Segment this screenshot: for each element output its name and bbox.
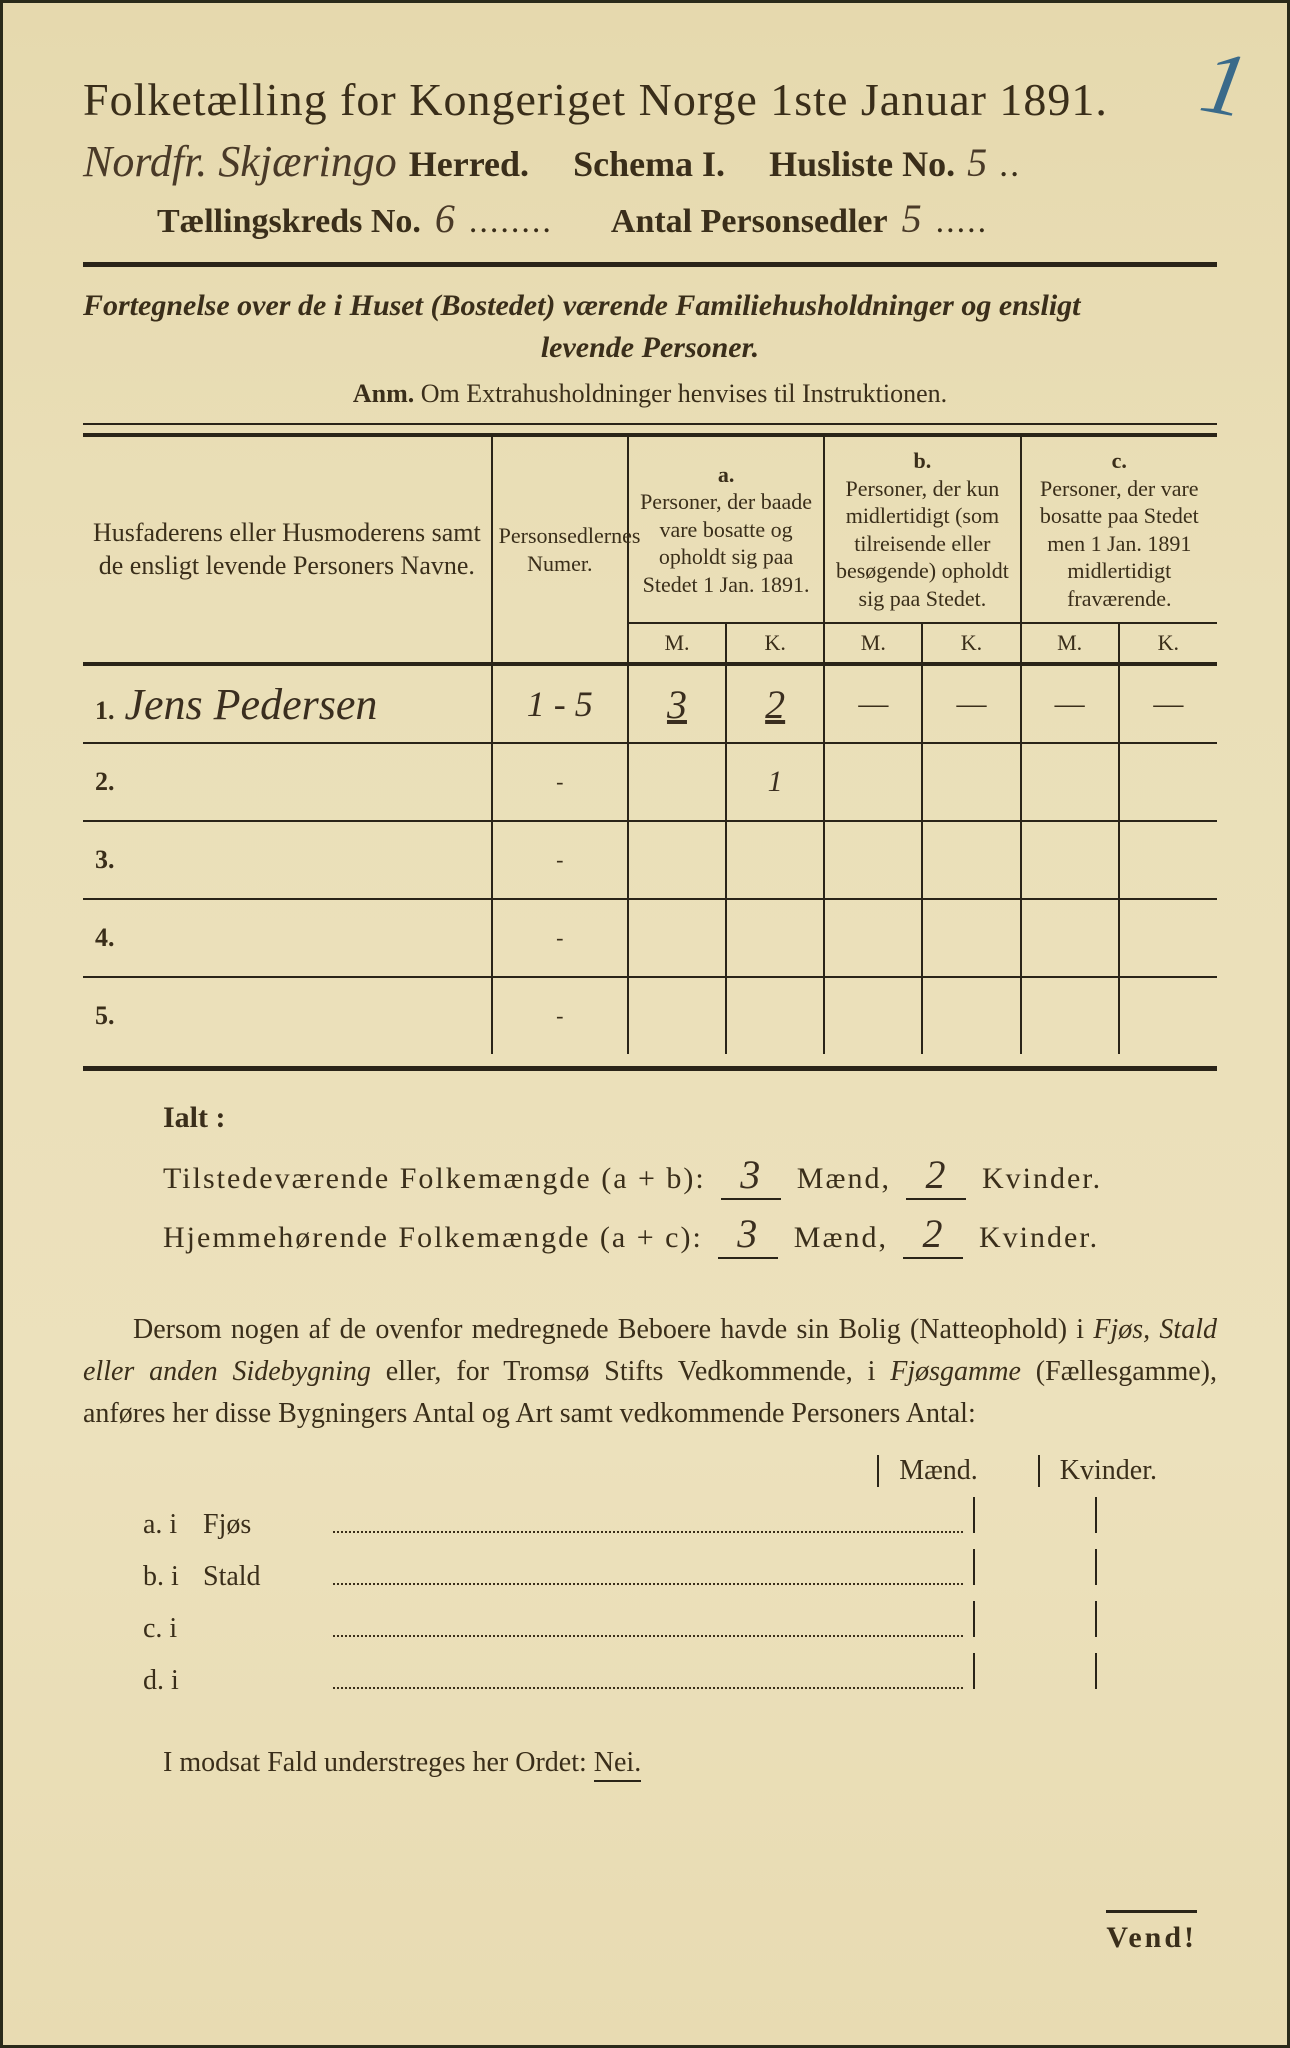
col-header-b: b. Personer, der kun midlertidigt (som t…	[824, 435, 1020, 623]
vend-label: Vend!	[1106, 1910, 1197, 1955]
mk-header: K.	[1119, 623, 1217, 664]
census-form-page: 1 Folketælling for Kongeriget Norge 1ste…	[0, 0, 1290, 2048]
col-header-num: Personsedlernes Numer.	[492, 435, 628, 664]
antal-label: Antal Personsedler	[611, 203, 888, 241]
head-maend: Mænd.	[877, 1455, 978, 1487]
herred-label: Herred.	[409, 143, 529, 185]
dots: ........	[469, 203, 553, 241]
schema-label: Schema I.	[573, 143, 725, 185]
main-title: Folketælling for Kongeriget Norge 1ste J…	[83, 73, 1217, 126]
building-head: Mænd. Kvinder.	[143, 1455, 1217, 1487]
antal-no: 5	[902, 195, 922, 242]
subtitle-line2: levende Personer.	[83, 327, 1217, 369]
mk-header: K.	[922, 623, 1020, 664]
mk-header: M.	[628, 623, 726, 664]
table-row: 4. -	[83, 899, 1217, 977]
col-header-c: c. Personer, der vare bosatte paa Stedet…	[1021, 435, 1217, 623]
totals-present: Tilstedeværende Folkemængde (a + b): 3 M…	[163, 1151, 1217, 1200]
dots: .....	[936, 203, 989, 241]
col-header-a: a. Personer, der baade vare bosatte og o…	[628, 435, 824, 623]
nei-line: I modsat Fald understreges her Ordet: Ne…	[163, 1747, 1217, 1779]
head-kvinder: Kvinder.	[1038, 1455, 1157, 1487]
husliste-label: Husliste No.	[769, 143, 955, 185]
table-row: 2. - 1	[83, 743, 1217, 821]
herred-handwritten: Nordfr. Skjæringo	[83, 136, 397, 187]
header-row-kreds: Tællingskreds No. 6 ........ Antal Perso…	[83, 195, 1217, 242]
table-row: 5. -	[83, 977, 1217, 1054]
subtitle-line1: Fortegnelse over de i Huset (Bostedet) v…	[83, 289, 1081, 322]
mk-header: M.	[1021, 623, 1119, 664]
ialt-title: Ialt :	[163, 1101, 1217, 1135]
kreds-label: Tællingskreds No.	[157, 203, 421, 241]
table-row: 1.Jens Pedersen 1 - 5 3 2 — — — —	[83, 664, 1217, 743]
census-table: Husfaderens eller Husmoderens samt de en…	[83, 433, 1217, 1054]
anm-text: Om Extrahusholdninger henvises til Instr…	[421, 379, 947, 408]
mk-header: M.	[824, 623, 922, 664]
building-row: c. i	[143, 1601, 1217, 1645]
totals-block: Ialt : Tilstedeværende Folkemængde (a + …	[163, 1101, 1217, 1259]
kreds-no: 6	[435, 195, 455, 242]
rule	[83, 423, 1217, 425]
col-header-name: Husfaderens eller Husmoderens samt de en…	[83, 435, 492, 664]
mk-header: K.	[726, 623, 824, 664]
building-row: b. i Stald	[143, 1549, 1217, 1593]
rule	[83, 262, 1217, 267]
building-list: Mænd. Kvinder. a. i Fjøs b. i Stald c. i…	[143, 1455, 1217, 1697]
table-row: 3. -	[83, 821, 1217, 899]
husliste-no: 5	[967, 139, 987, 186]
nei-word: Nei.	[594, 1747, 641, 1782]
corner-annotation: 1	[1193, 30, 1255, 139]
totals-resident: Hjemmehørende Folkemængde (a + c): 3 Mæn…	[163, 1210, 1217, 1259]
building-row: d. i	[143, 1653, 1217, 1697]
building-row: a. i Fjøs	[143, 1497, 1217, 1541]
anm-note: Anm. Om Extrahusholdninger henvises til …	[83, 379, 1217, 409]
dots: ..	[999, 143, 1021, 185]
subtitle: Fortegnelse over de i Huset (Bostedet) v…	[83, 285, 1217, 369]
rule	[83, 1066, 1217, 1071]
paragraph-outbuildings: Dersom nogen af de ovenfor medregnede Be…	[83, 1309, 1217, 1435]
anm-label: Anm.	[353, 379, 414, 408]
header-row-herred: Nordfr. Skjæringo Herred. Schema I. Husl…	[83, 136, 1217, 187]
